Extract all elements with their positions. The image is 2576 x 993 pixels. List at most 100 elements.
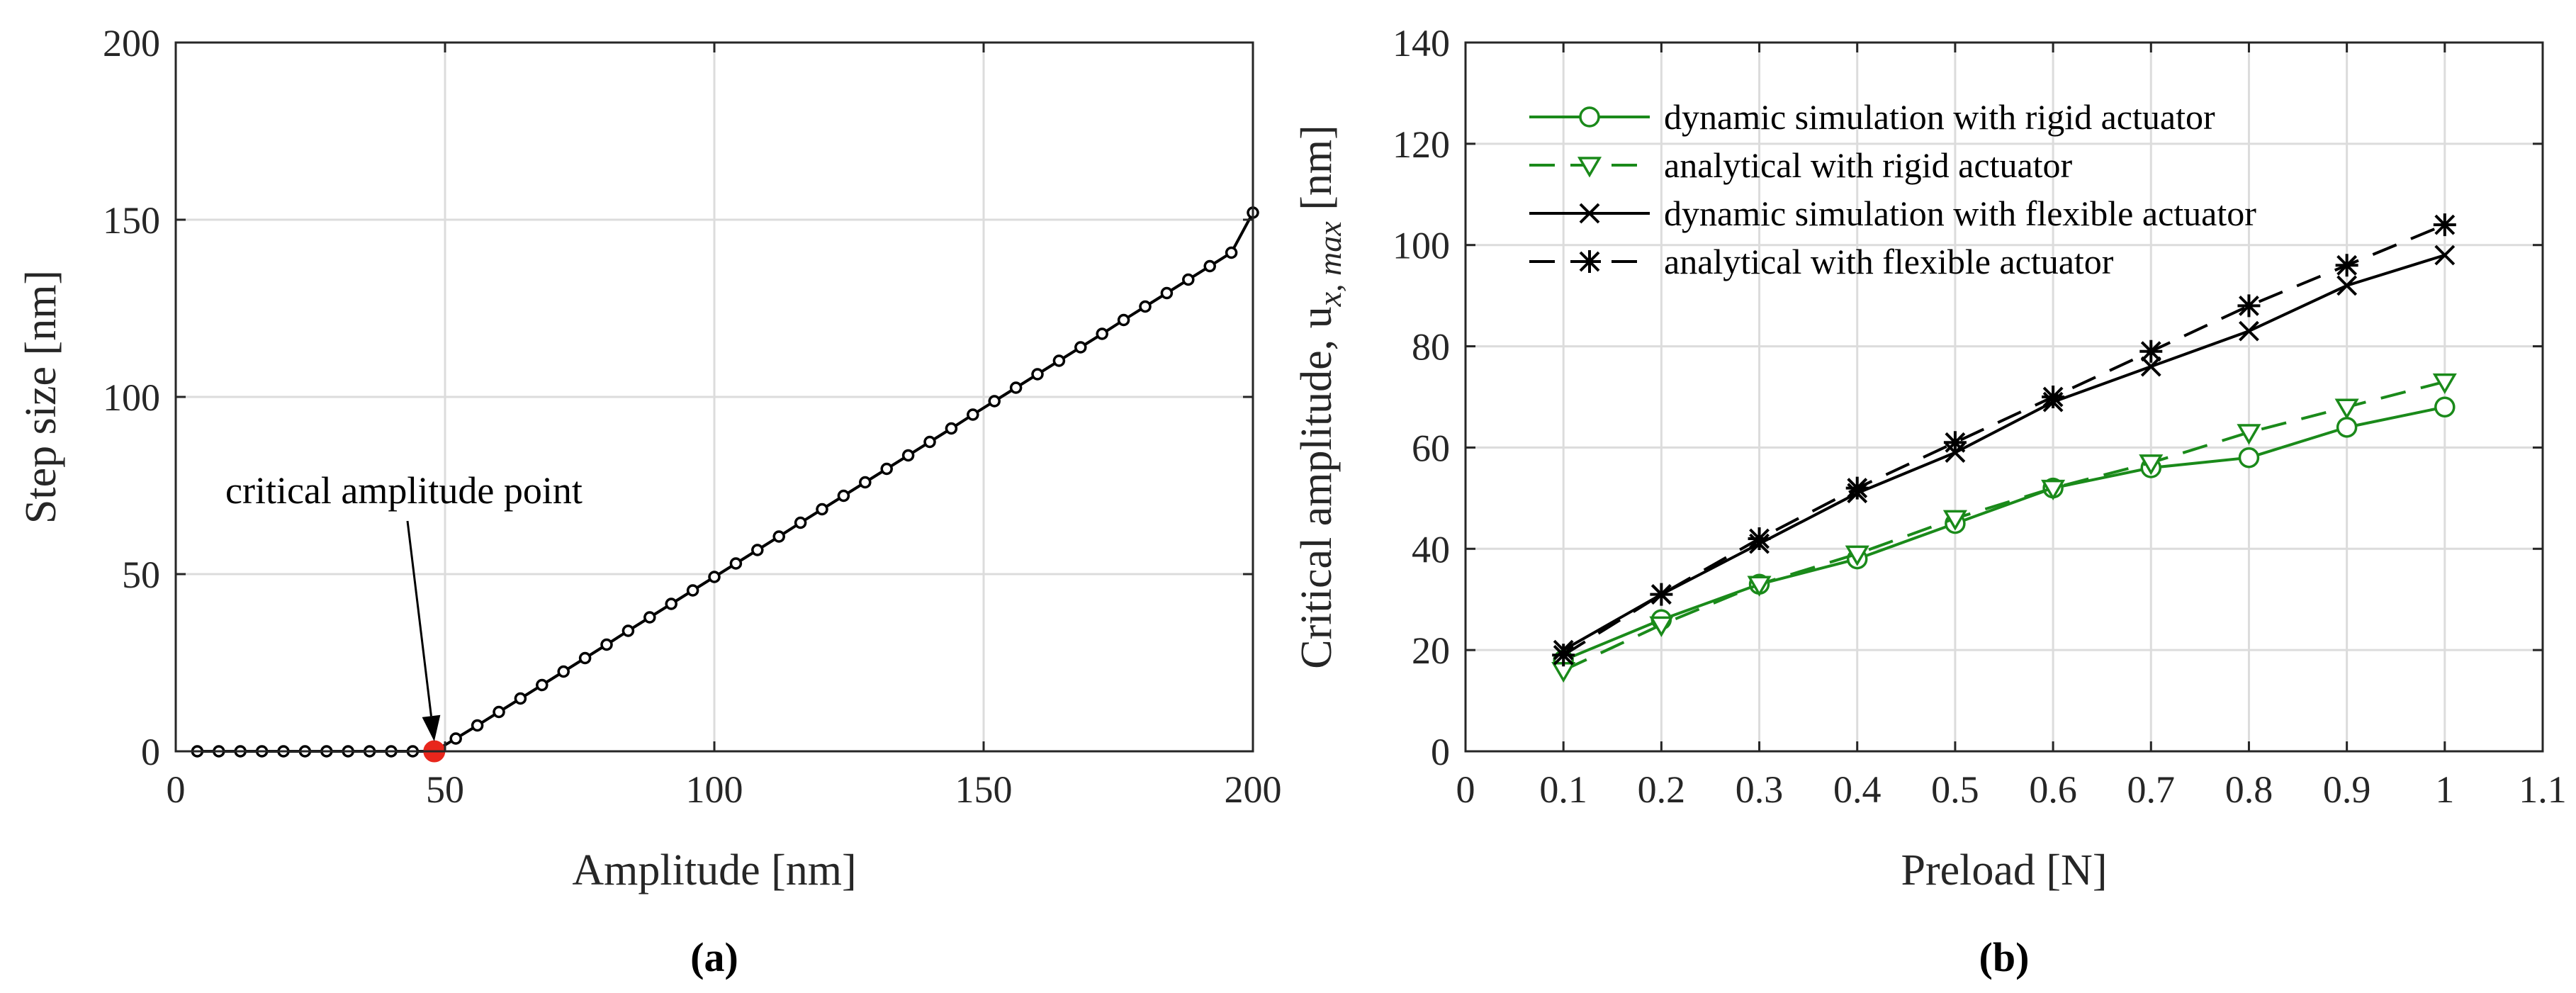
panel-b-x-tick-label: 0.3 <box>1736 768 1784 811</box>
step-size-point <box>1074 341 1087 354</box>
panel-b-ylabel-unit: [nm] <box>1293 125 1341 221</box>
panel-b-x-tick-label: 0.7 <box>2127 768 2176 811</box>
legend-label-dynamic-simulation-with-flexible-actuator: dynamic simulation with flexible actuato… <box>1664 193 2256 233</box>
panel-a-label: (a) <box>690 934 738 980</box>
step-size-point <box>578 651 592 665</box>
panel-a-series <box>191 206 1259 763</box>
panel-a-xlabel: Amplitude [nm] <box>572 846 856 894</box>
panel-b-x-tick-label: 1.1 <box>2519 768 2567 811</box>
panel-a-x-tick-label: 200 <box>1225 768 1282 811</box>
step-size-point <box>449 732 462 745</box>
panel-b-y-tick-label: 0 <box>1431 731 1450 773</box>
panel-a-y-tick-label: 100 <box>103 376 160 419</box>
step-size-point <box>901 449 915 462</box>
analytical-with-rigid-actuator-point <box>2041 479 2066 501</box>
dynamic-simulation-with-flexible-actuator-point <box>2239 320 2259 342</box>
legend-label-analytical-with-rigid-actuator: analytical with rigid actuator <box>1664 145 2073 185</box>
analytical-with-flexible-actuator-point <box>2433 213 2456 237</box>
panel-b-xlabel: Preload [N] <box>1901 846 2108 894</box>
panel-b-ylabel-subscript: x, max <box>1312 221 1348 308</box>
step-size-point <box>923 435 936 449</box>
step-size-point <box>621 624 635 637</box>
panel-a-annotation-group: critical amplitude point <box>225 469 583 741</box>
panel-b-ticks: 0 0.1 0.2 0.3 0.4 0.5 0.6 0.7 0.8 0.9 1 1.1 0 20 40 60 8… <box>1393 22 2567 811</box>
step-size-point <box>643 611 656 624</box>
step-size-point <box>880 462 893 476</box>
step-size-point <box>557 665 570 678</box>
step-size-point <box>729 557 743 570</box>
step-size-point <box>945 422 958 435</box>
step-size-point <box>471 719 484 732</box>
step-size-point <box>837 489 850 503</box>
step-size-point <box>859 476 872 489</box>
analytical-with-flexible-actuator-point <box>1943 431 1967 454</box>
panel-b-x-tick-label: 0.4 <box>1833 768 1882 811</box>
panel-a-x-tick-label: 0 <box>167 768 186 811</box>
analytical-with-rigid-actuator-line <box>1563 380 2446 672</box>
step-size-point <box>1225 246 1238 259</box>
step-size-point <box>1203 259 1216 273</box>
step-size-point <box>708 571 721 583</box>
step-size-point <box>600 638 613 651</box>
legend-marker-analytical-with-rigid-actuator <box>1577 157 1602 178</box>
panel-b-y-tick-label: 140 <box>1393 22 1450 64</box>
analytical-with-rigid-actuator-point <box>2334 398 2359 420</box>
analytical-with-flexible-actuator-point <box>2335 254 2358 277</box>
step-size-point <box>816 503 828 516</box>
step-size-point <box>967 408 979 421</box>
step-size-point <box>1139 300 1152 313</box>
panel-b-x-tick-label: 0.1 <box>1539 768 1587 811</box>
legend-marker-analytical-with-flexible-actuator <box>1578 250 1601 273</box>
panel-b-x-tick-label: 0.9 <box>2323 768 2371 811</box>
analytical-with-rigid-actuator-point <box>2139 454 2164 476</box>
panel-a-x-tick-label: 150 <box>955 768 1013 811</box>
legend-label-dynamic-simulation-with-rigid-actuator: dynamic simulation with rigid actuator <box>1664 97 2215 137</box>
panel-b-y-tick-label: 120 <box>1393 123 1450 166</box>
annotation-arrowhead <box>422 714 441 741</box>
step-size-point <box>1009 381 1023 394</box>
analytical-with-rigid-actuator-point <box>1649 616 1674 637</box>
panel-a-y-tick-label: 150 <box>103 199 160 242</box>
dynamic-simulation-with-rigid-actuator-point <box>2238 447 2260 469</box>
step-size-point <box>1052 354 1066 367</box>
analytical-with-flexible-actuator-point <box>1552 644 1575 667</box>
analytical-with-flexible-actuator-point <box>1650 583 1673 606</box>
panel-b-legend: dynamic simulation with rigid actuator an… <box>1529 97 2256 281</box>
step-size-point <box>1096 327 1108 340</box>
panel-b-x-tick-label: 1 <box>2435 768 2454 811</box>
analytical-with-flexible-actuator-point <box>2237 294 2261 318</box>
panel-b-y-tick-label: 60 <box>1412 427 1450 469</box>
analytical-with-flexible-actuator-point <box>2139 340 2163 363</box>
annotation-arrow <box>406 520 432 717</box>
critical-amplitude-annotation: critical amplitude point <box>225 469 583 512</box>
legend-label-analytical-with-flexible-actuator: analytical with flexible actuator <box>1664 242 2114 281</box>
step-size-point <box>536 678 549 692</box>
panel-b-ylabel: Critical amplitude, ux, max [nm] <box>1293 125 1348 668</box>
analytical-with-flexible-actuator-line <box>1563 223 2446 656</box>
panel-b-x-tick-label: 0.2 <box>1638 768 1686 811</box>
panel-a-x-tick-label: 100 <box>686 768 743 811</box>
legend-marker-dynamic-simulation-with-flexible-actuator <box>1579 203 1600 224</box>
dynamic-simulation-with-flexible-actuator-point <box>2140 356 2161 377</box>
panel-a-y-tick-label: 200 <box>103 22 160 64</box>
panel-a-x-tick-label: 50 <box>426 768 464 811</box>
panel-b-x-tick-label: 0.6 <box>2029 768 2077 811</box>
panel-b-ylabel-main: Critical amplitude, u <box>1293 306 1341 668</box>
analytical-with-flexible-actuator-point <box>1845 476 1869 500</box>
step-size-point <box>1182 273 1195 286</box>
analytical-with-rigid-actuator-point <box>2237 424 2261 445</box>
panel-b-x-tick-label: 0.8 <box>2225 768 2273 811</box>
dynamic-simulation-with-flexible-actuator-line <box>1563 254 2446 651</box>
step-size-point <box>665 598 677 610</box>
analytical-with-flexible-actuator-point <box>1748 527 1771 550</box>
step-size-point <box>772 530 785 543</box>
panel-a-ylabel: Step size [nm] <box>17 270 65 524</box>
panel-b-y-tick-label: 100 <box>1393 225 1450 267</box>
step-size-point <box>794 516 807 529</box>
step-size-point <box>1031 368 1044 381</box>
panel-a-ticks: 0 50 100 150 200 0 50 100 150 200 <box>103 22 1282 811</box>
panel-a-y-tick-label: 50 <box>122 554 160 596</box>
panel-a-y-tick-label: 0 <box>141 731 160 773</box>
